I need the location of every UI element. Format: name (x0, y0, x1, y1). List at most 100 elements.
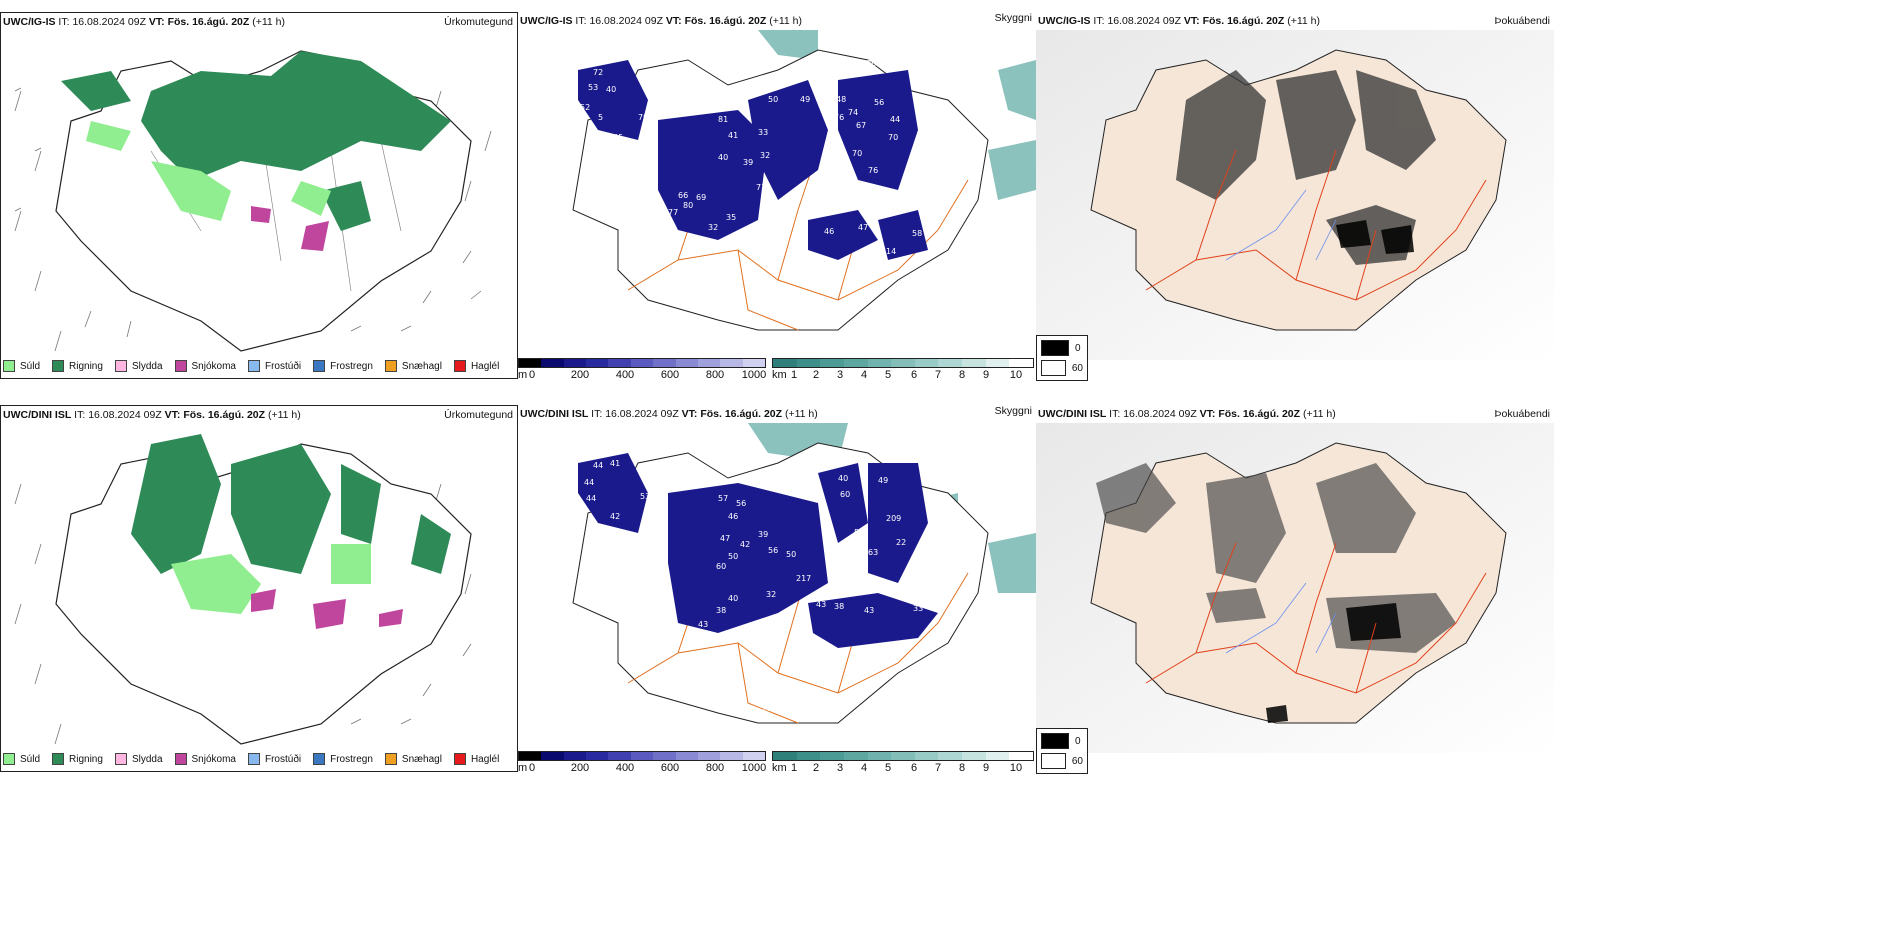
legend-item: Rigning (52, 360, 103, 372)
svg-text:14: 14 (886, 247, 896, 256)
panel-fog-igis: UWC/IG-IS IT: 16.08.2024 09Z VT: Fös. 16… (1036, 12, 1554, 381)
svg-text:50: 50 (698, 241, 708, 250)
svg-text:44: 44 (586, 494, 596, 503)
svg-text:47: 47 (720, 534, 730, 543)
svg-text:44: 44 (593, 461, 603, 470)
panel-title: Úrkomutegund (444, 409, 513, 421)
svg-text:70: 70 (852, 149, 862, 158)
panel-ceiling-visibility-igis: UWC/IG-IS IT: 16.08.2024 09Z VT: Fös. 16… (518, 12, 1036, 382)
swatch-snjokoma (174, 360, 187, 372)
legend-item: Frostúði (247, 360, 301, 372)
panel-header: UWC/DINI ISL IT: 16.08.2024 09Z VT: Fös.… (1038, 408, 1336, 420)
panel-precip-type-dini: UWC/DINI ISL IT: 16.08.2024 09Z VT: Fös.… (0, 405, 518, 772)
rain-areas (61, 51, 451, 231)
svg-text:43: 43 (763, 211, 773, 220)
svg-text:72: 72 (593, 68, 603, 77)
svg-text:42: 42 (610, 512, 620, 521)
legend-item: Frostúði (247, 753, 301, 765)
panel-fog-dini: UWC/DINI ISL IT: 16.08.2024 09Z VT: Fös.… (1036, 405, 1554, 774)
svg-text:58: 58 (912, 229, 922, 238)
svg-text:41: 41 (610, 459, 620, 468)
svg-text:50: 50 (728, 552, 738, 561)
svg-text:50: 50 (786, 550, 796, 559)
legend-item: Snæhagl (384, 753, 442, 765)
rain-areas (131, 434, 451, 574)
svg-text:56: 56 (736, 499, 746, 508)
svg-text:52: 52 (580, 103, 590, 112)
swatch-snjokoma (174, 753, 187, 765)
fog-dark (1336, 220, 1414, 254)
legend-item: Súld (3, 753, 40, 765)
svg-text:33: 33 (913, 604, 923, 613)
panel-title: Skyggni (994, 12, 1032, 24)
svg-text:33: 33 (758, 128, 768, 137)
fog-low-swatch (1041, 753, 1066, 769)
svg-text:61: 61 (573, 506, 583, 515)
svg-text:65: 65 (856, 568, 866, 577)
svg-text:98: 98 (760, 321, 770, 330)
svg-text:42: 42 (740, 540, 750, 549)
swatch-frostudi (247, 753, 260, 765)
precip-map (14, 434, 472, 745)
svg-text:56: 56 (874, 98, 884, 107)
svg-text:47: 47 (858, 223, 868, 232)
visibility-colorbar: km 1 2 3 4 5 6 7 8 9 10 (772, 751, 1034, 775)
legend-item: Frostregn (313, 360, 373, 372)
svg-text:43: 43 (698, 620, 708, 629)
legend-item: Haglél (453, 360, 499, 372)
svg-text:38: 38 (834, 602, 844, 611)
swatch-haglel (453, 753, 466, 765)
svg-text:209: 209 (886, 514, 901, 523)
svg-text:44: 44 (584, 478, 594, 487)
legend-item: Slydda (114, 360, 163, 372)
snow-areas (251, 589, 403, 629)
fog-low-swatch (1041, 360, 1066, 376)
snow-areas (251, 206, 329, 251)
legend-item: Frostregn (313, 753, 373, 765)
swatch-slydda (114, 753, 127, 765)
legend-item: Slydda (114, 753, 163, 765)
panel-header: UWC/IG-IS IT: 16.08.2024 09Z VT: Fös. 16… (520, 15, 803, 27)
svg-text:50: 50 (768, 95, 778, 104)
svg-text:47: 47 (934, 133, 944, 142)
svg-text:48: 48 (836, 95, 846, 104)
swatch-rigning (52, 753, 65, 765)
svg-text:35: 35 (726, 213, 736, 222)
panel-ceiling-visibility-dini: UWC/DINI ISL IT: 16.08.2024 09Z VT: Fös.… (518, 405, 1036, 775)
drizzle-areas (171, 544, 371, 614)
svg-text:30: 30 (958, 558, 968, 567)
panel-title: Úrkomutegund (444, 16, 513, 28)
svg-text:217: 217 (796, 574, 811, 583)
ceiling-map: 72 53 40 52 5 45 79 81 41 33 40 39 32 71… (572, 30, 1036, 331)
svg-text:56: 56 (768, 546, 778, 555)
legend-item: Snjókoma (174, 753, 236, 765)
wind-barbs (14, 483, 472, 745)
panel-title: Þokuábendi (1494, 408, 1550, 420)
swatch-haglel (453, 360, 466, 372)
legend-item: Snæhagl (384, 360, 442, 372)
svg-text:81: 81 (718, 115, 728, 124)
ceiling-map: 44 41 44 44 53 42 61 57 56 46 47 42 39 5… (572, 423, 1036, 724)
svg-text:40: 40 (728, 594, 738, 603)
ceiling-areas (578, 60, 928, 260)
ceiling-labels: 72 53 40 52 5 45 79 81 41 33 40 39 32 71… (580, 59, 944, 330)
fog-dark (1266, 603, 1401, 723)
rivers (1225, 582, 1337, 654)
svg-text:49: 49 (800, 95, 810, 104)
panel-title: Þokuábendi (1494, 15, 1550, 27)
fog-legend: 0 60 (1036, 335, 1088, 381)
svg-text:66: 66 (678, 191, 688, 200)
svg-text:45: 45 (613, 133, 623, 142)
vis-areas (748, 423, 1036, 593)
svg-text:63: 63 (868, 548, 878, 557)
swatch-sudd (3, 360, 15, 372)
svg-text:123: 123 (920, 101, 935, 110)
ceiling-labels: 44 41 44 44 53 42 61 57 56 46 47 42 39 5… (573, 459, 968, 713)
visibility-colorbar: km 1 2 3 4 5 6 7 8 9 10 (772, 358, 1034, 382)
svg-text:32: 32 (760, 151, 770, 160)
svg-text:60: 60 (716, 562, 726, 571)
svg-text:69: 69 (696, 193, 706, 202)
roads (1145, 149, 1487, 301)
roads (1145, 542, 1487, 694)
swatch-rigning (52, 360, 65, 372)
